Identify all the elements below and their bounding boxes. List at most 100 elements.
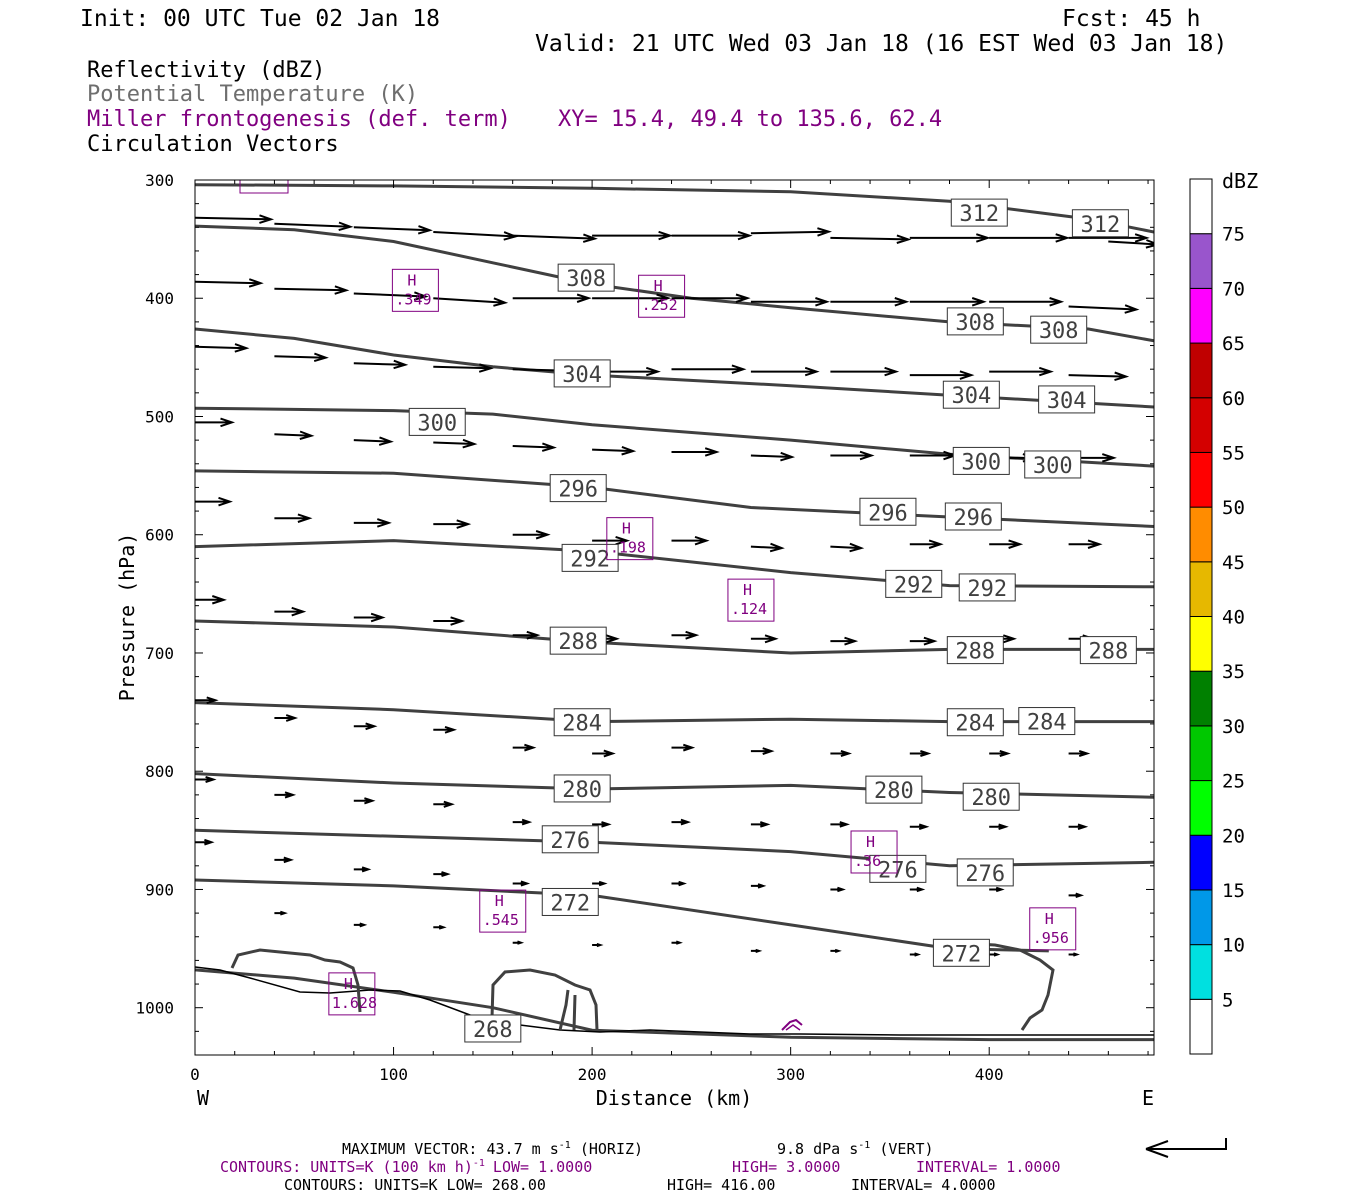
west-label: W [197,1086,210,1110]
frontogenesis-max-label: H [495,892,504,910]
circulation-vector [433,725,457,734]
theta-label-box [1030,315,1088,344]
frontogenesis-max-label: H [743,581,752,599]
circulation-vector [433,438,478,449]
circulation-vector [750,366,820,377]
colorbar-segment [1189,178,1213,235]
circulation-vector [592,880,608,887]
circulation-vector [909,539,944,549]
frontogenesis-max-value: .545 [483,911,519,929]
colorbar-label: 5 [1222,989,1233,1011]
theta-contour-268 [195,968,1154,1042]
colorbar-label: 40 [1222,607,1245,629]
circulation-vector [512,530,551,540]
theta-label-box [553,708,611,737]
frontogenesis-max-value: .252 [642,296,678,314]
theta-label: 288 [558,630,598,655]
x-tick-label: 200 [578,1065,607,1084]
reflectivity-contour-west [230,948,362,1013]
theta-label-box [859,497,917,526]
theta-label: 312 [959,202,999,227]
theta-label-box [950,198,1008,227]
circulation-vector [989,297,1065,307]
frontogenesis-small-contour [781,1018,803,1031]
circulation-vector [433,363,494,373]
colorbar-segment [1189,561,1213,617]
y-tick-label: 300 [145,171,174,190]
theta-label: 292 [894,573,934,598]
theta-label: 272 [942,942,982,967]
colorbar-segment [1189,233,1213,289]
colorbar-label: 55 [1222,442,1245,464]
colorbar-label: 25 [1222,771,1245,793]
frontogenesis-contour-interval: INTERVAL= 1.0000 [916,1158,1061,1176]
circulation-vector [989,952,1001,957]
theta-label-box [956,858,1014,887]
colorbar-segment [1189,287,1213,344]
circulation-vector [909,749,932,758]
max-vector-vert: 9.8 dPa s-1 (VERT) [777,1140,934,1158]
colorbar-label: 50 [1222,497,1245,519]
theta-label-box [865,775,923,804]
colorbar-label: 65 [1222,333,1245,355]
circulation-vector [353,922,368,928]
circulation-vector [671,230,753,241]
theta-label-box [561,543,619,572]
circulation-vector [830,542,865,553]
colorbar-segment [1189,998,1213,1055]
theta-label: 276 [550,829,590,854]
y-tick-label: 600 [145,526,174,545]
theta-label-box [1038,385,1096,414]
circulation-vector [830,297,910,307]
circulation-vector [512,630,541,640]
circulation-vector [592,942,604,948]
circulation-vector [274,856,295,864]
reflectivity-colorbar: 5 10 15 20 25 30 35 40 45 50 55 60 65 70 75 [1189,178,1245,1055]
circulation-vector [274,352,329,363]
frontogenesis-max-label: H [654,277,663,295]
x-axis-label: Distance (km) [596,1086,753,1110]
theta-label-box [932,938,990,967]
frontogenesis-max-box [479,889,527,933]
colorbar-label: 70 [1222,278,1245,300]
colorbar-label: 35 [1222,661,1245,683]
theta-label: 304 [1047,389,1087,414]
frontogenesis-max-value: 1.628 [332,994,377,1012]
circulation-vector [989,233,1071,243]
circulation-vector [195,343,250,353]
theta-label: 304 [951,384,991,409]
frontogenesis-max-box [850,830,898,874]
frontogenesis-contour-info: CONTOURS: UNITS=K (100 km h)-1 LOW= 1.000… [220,1158,592,1176]
frontogenesis-contour-high: HIGH= 3.0000 [732,1158,840,1176]
circulation-vector [830,636,859,646]
circulation-vector [592,293,672,303]
frontogenesis-max-label: H [407,271,416,289]
circulation-vector [830,366,900,377]
colorbar-label: 30 [1222,716,1245,738]
theta-label: 296 [868,501,908,526]
circulation-vector [353,612,386,623]
circulation-vector [274,606,307,617]
circulation-vector [1068,233,1150,243]
circulation-vector [433,297,509,307]
colorbar-segment [1189,889,1213,946]
theta-label: 276 [965,862,1005,887]
colorbar-segment [1189,506,1213,563]
theta-label: 300 [1033,454,1073,479]
circulation-vector [750,542,785,553]
circulation-vector [195,775,217,784]
theta-label-box [962,782,1020,811]
theta-label-box [408,407,466,436]
theta-contour-308 [195,224,1154,343]
circulation-vector [989,539,1024,549]
theta-label: 288 [955,640,995,665]
circulation-vector [830,821,851,828]
cross-section-endpoints: XY= 15.4, 49.4 to 135.6, 62.4 [558,107,942,132]
colorbar-label: 15 [1222,880,1245,902]
theta-label: 280 [971,786,1011,811]
colorbar-label: 60 [1222,388,1245,410]
theta-contour-info: CONTOURS: UNITS=K LOW= 268.00 [284,1176,546,1194]
frontogenesis-small-contour-b [785,1024,801,1031]
